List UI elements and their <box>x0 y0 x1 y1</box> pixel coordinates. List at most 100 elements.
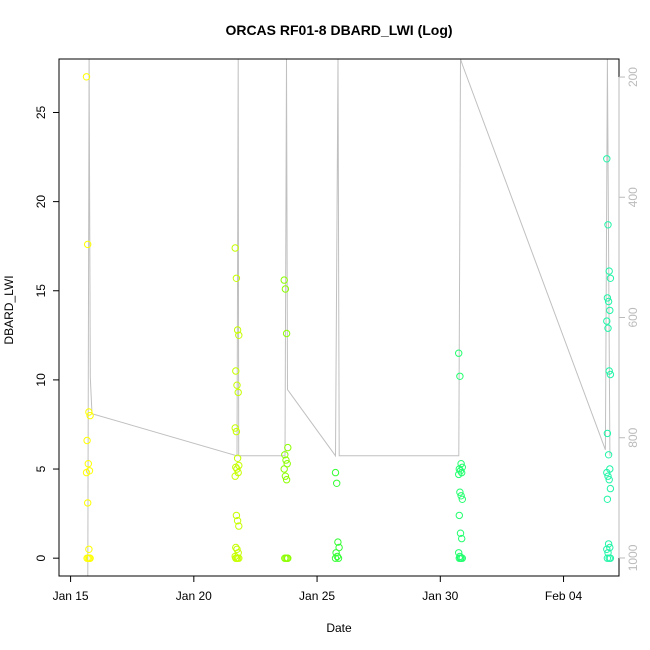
x-axis-label: Date <box>326 621 352 635</box>
data-point <box>232 554 240 562</box>
data-point <box>233 465 241 473</box>
data-point <box>603 554 612 562</box>
data-point <box>235 554 243 562</box>
data-point <box>603 155 611 163</box>
y2-tick-label: 800 <box>626 427 640 447</box>
data-points-layer <box>82 73 615 562</box>
data-point <box>233 517 242 525</box>
data-point <box>281 472 290 480</box>
data-point <box>232 511 241 520</box>
x-tick-label: Jan 20 <box>176 589 212 603</box>
data-point <box>603 429 612 438</box>
data-point <box>334 554 343 562</box>
data-point <box>233 454 242 462</box>
y-axis-label: DBARD_LWI <box>2 275 16 344</box>
data-point <box>606 484 615 493</box>
pressure-trace-layer <box>87 58 611 577</box>
data-point <box>84 499 92 507</box>
data-point <box>605 267 613 275</box>
chart-title: ORCAS RF01-8 DBARD_LWI (Log) <box>225 22 452 38</box>
x-tick-label: Jan 25 <box>299 589 335 603</box>
y-axis: 0 5 10 15 20 25 <box>34 105 60 562</box>
data-point <box>603 294 612 302</box>
secondary-y-axis: 200 400 600 800 1000 <box>618 67 640 571</box>
y-tick-label: 15 <box>34 284 48 298</box>
data-point <box>456 529 465 537</box>
data-point <box>456 467 465 475</box>
data-point <box>604 324 612 332</box>
y-tick-label: 5 <box>34 465 48 472</box>
data-point <box>333 479 341 487</box>
data-point <box>603 317 611 325</box>
data-point <box>331 554 340 562</box>
data-point <box>606 306 614 315</box>
data-point <box>606 274 615 282</box>
data-point <box>231 244 239 252</box>
data-point <box>233 545 241 553</box>
data-point <box>604 221 612 229</box>
data-point <box>82 73 91 81</box>
x-axis: Jan 15 Jan 20 Jan 25 Jan 30 Feb 04 <box>53 575 583 603</box>
data-point <box>283 554 291 562</box>
data-point <box>232 367 240 375</box>
y-tick-label: 10 <box>34 373 48 387</box>
data-point <box>86 411 94 420</box>
data-point <box>234 388 242 397</box>
data-point <box>603 468 611 477</box>
data-point <box>333 552 341 561</box>
y-tick-label: 20 <box>34 195 48 209</box>
data-point <box>334 538 342 546</box>
data-point <box>606 554 615 562</box>
x-tick-label: Jan 30 <box>422 589 458 603</box>
data-point <box>235 522 243 530</box>
data-point <box>280 465 288 473</box>
pressure-trace-line <box>87 58 611 577</box>
data-point <box>605 476 613 484</box>
data-point <box>606 370 615 379</box>
x-tick-label: Feb 04 <box>545 589 583 603</box>
data-point <box>282 456 290 464</box>
data-point <box>284 443 292 452</box>
data-point <box>82 468 91 477</box>
data-point <box>458 534 466 543</box>
data-point <box>233 381 241 389</box>
data-point <box>603 495 612 503</box>
data-point <box>83 436 91 445</box>
data-point <box>231 472 239 480</box>
data-point <box>231 424 239 432</box>
data-point <box>85 554 94 562</box>
data-point <box>233 326 242 334</box>
data-point <box>456 554 465 562</box>
data-point <box>457 460 465 468</box>
data-point <box>85 408 93 416</box>
data-point <box>458 495 466 503</box>
data-point <box>455 511 463 520</box>
y-tick-label: 25 <box>34 105 48 119</box>
data-point <box>603 545 611 553</box>
data-point <box>84 240 92 249</box>
data-point <box>85 545 93 553</box>
x-tick-label: Jan 15 <box>53 589 89 603</box>
data-point <box>282 329 291 338</box>
data-point <box>456 372 464 380</box>
data-point <box>84 460 93 468</box>
data-point <box>604 297 613 306</box>
y2-tick-label: 400 <box>626 187 640 207</box>
data-point <box>455 470 463 479</box>
y2-tick-label: 600 <box>626 307 640 327</box>
data-point <box>456 488 464 496</box>
data-point <box>281 285 290 293</box>
data-point <box>331 468 340 477</box>
data-point <box>604 451 613 459</box>
data-point <box>235 331 243 339</box>
y-tick-label: 0 <box>34 555 48 562</box>
y2-tick-label: 200 <box>626 67 640 87</box>
data-point <box>232 274 241 282</box>
data-point <box>604 540 613 548</box>
data-point <box>457 492 465 500</box>
data-point <box>604 472 612 480</box>
data-point <box>232 427 241 436</box>
data-point <box>605 367 613 375</box>
data-point <box>281 451 289 459</box>
